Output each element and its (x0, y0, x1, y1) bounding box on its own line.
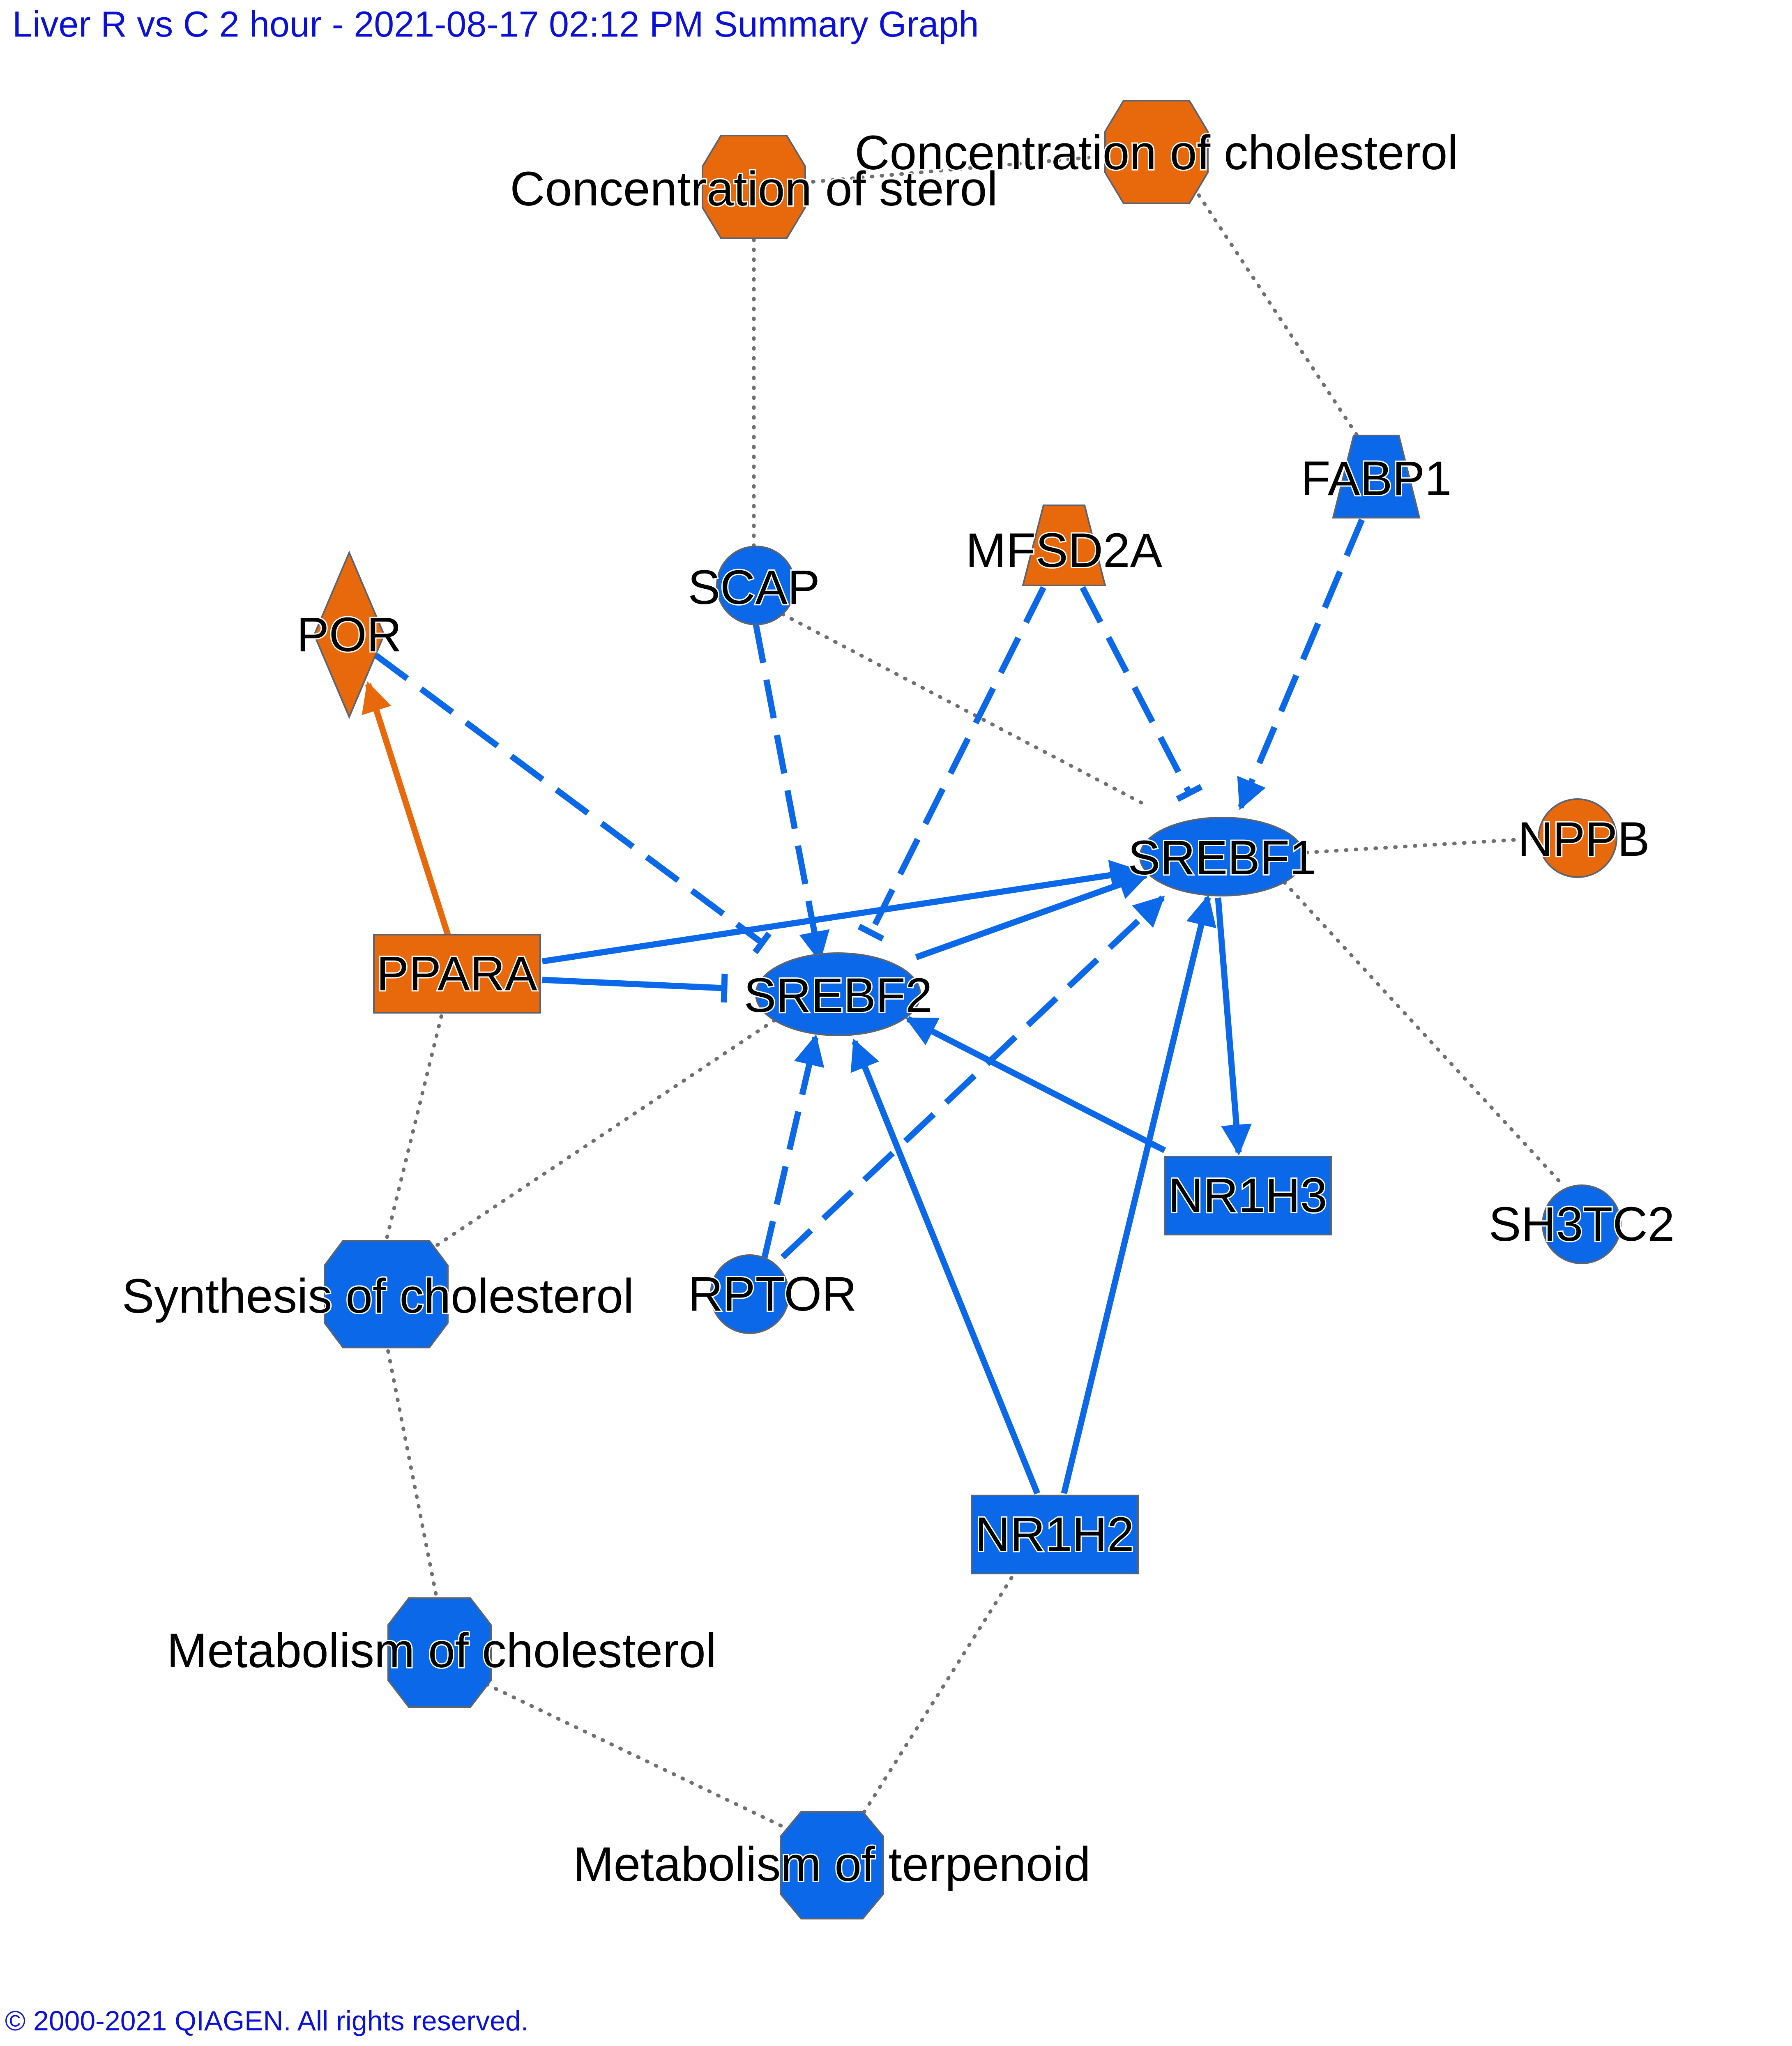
association-edges (384, 150, 1563, 1834)
rectangle-shape (971, 1495, 1139, 1574)
node-concentration-of-sterol[interactable]: Concentration of sterol (509, 135, 999, 239)
edge-ppara-synthesis (384, 1005, 446, 1243)
regulation-edges (362, 518, 1365, 1495)
edge-srebf1-nppb (1304, 836, 1545, 855)
circle-shape (716, 546, 796, 625)
node-por[interactable]: POR (295, 550, 403, 719)
ellipse-shape (755, 952, 921, 1036)
node-label: Concentration of cholesterol (855, 126, 1458, 180)
trapezoid-shape (1022, 505, 1106, 586)
node-concentration-of-cholesterol[interactable]: Concentration of cholesterol (853, 100, 1460, 204)
node-mfsd2a[interactable]: MFSD2A (965, 505, 1164, 586)
octagon-shape (702, 135, 806, 239)
rectangle-shape (373, 934, 541, 1014)
node-nr1h2[interactable]: NR1H2 (971, 1495, 1139, 1574)
copyright-footer: © 2000-2021 QIAGEN. All rights reserved. (5, 2005, 529, 2037)
inhibit-bar-mfsd2a-srebf2 (857, 924, 884, 942)
node-synthesis-of-cholesterol[interactable]: Synthesis of cholesterol (121, 1240, 635, 1348)
node-label: NR1H2 (975, 1507, 1134, 1562)
edge-rptor-srebf1 (780, 895, 1165, 1260)
node-srebf2[interactable]: SREBF2 (742, 952, 934, 1036)
octagon-shape (1104, 100, 1209, 204)
node-label: Synthesis of cholesterol (122, 1269, 634, 1323)
node-label: Concentration of sterol (510, 162, 997, 216)
edge-ppara-por (362, 681, 451, 936)
node-fabp1[interactable]: FABP1 (1299, 435, 1453, 518)
graph-title: Liver R vs C 2 hour - 2021-08-17 02:12 P… (12, 4, 979, 44)
diamond-shape (313, 550, 385, 719)
inhibit-bar-por (752, 931, 772, 954)
ellipse-shape (1139, 817, 1305, 896)
edge-srebf1-nr1h3 (1215, 897, 1252, 1156)
node-srebf1[interactable]: SREBF1 (1126, 817, 1318, 896)
node-label: MFSD2A (966, 523, 1163, 578)
edge-rptor-srebf2 (761, 1034, 825, 1260)
node-label: PPARA (376, 947, 537, 1001)
circle-shape (1538, 798, 1617, 878)
node-label: POR (297, 608, 402, 662)
node-label: SCAP (688, 560, 820, 615)
node-label: SREBF1 (1128, 831, 1316, 885)
octagon-shape (324, 1240, 449, 1348)
node-ppara[interactable]: PPARA (373, 934, 541, 1014)
octagon-shape (387, 1597, 492, 1708)
octagon-shape (780, 1811, 884, 1919)
node-label: SH3TC2 (1489, 1197, 1675, 1251)
node-nr1h3[interactable]: NR1H3 (1164, 1156, 1332, 1235)
edge-por-srebf2 (374, 652, 764, 946)
edge-scap-srebf1 (781, 612, 1148, 807)
node-rptor[interactable]: RPTOR (687, 1254, 858, 1334)
trapezoid-shape (1332, 435, 1421, 518)
node-label: NPPB (1518, 812, 1649, 866)
edge-nr1h2-srebf1 (1061, 894, 1216, 1494)
node-label: Metabolism of cholesterol (167, 1624, 716, 1678)
nodes: Concentration of sterol Concentration of… (121, 100, 1676, 1919)
circle-shape (710, 1254, 790, 1334)
edge-scap-srebf2 (753, 624, 830, 963)
edge-ppara-srebf2 (542, 977, 723, 991)
node-label: Metabolism of terpenoid (573, 1837, 1090, 1892)
node-label: FABP1 (1301, 452, 1451, 506)
node-label: RPTOR (688, 1267, 857, 1321)
node-label: SREBF2 (744, 968, 932, 1023)
edge-nr1h3-srebf2 (905, 1016, 1166, 1153)
node-metabolism-of-terpenoid[interactable]: Metabolism of terpenoid (572, 1811, 1092, 1919)
edge-metabolism-terpenoid (485, 1682, 797, 1834)
edge-mfsd2a-srebf2 (868, 586, 1046, 934)
edge-nr1h2-srebf2 (850, 1039, 1040, 1495)
edge-srebf2-srebf1 (915, 870, 1149, 961)
edge-srebf2-synthesis (398, 1013, 785, 1272)
edge-srebf1-sh3tc2 (1276, 873, 1563, 1185)
circle-shape (1542, 1184, 1622, 1264)
node-sh3tc2[interactable]: SH3TC2 (1488, 1184, 1676, 1264)
node-nppb[interactable]: NPPB (1516, 798, 1651, 878)
inhibit-bar-ppara (721, 973, 728, 1003)
edge-mfsd2a-srebf1 (1080, 586, 1192, 795)
node-metabolism-of-cholesterol[interactable]: Metabolism of cholesterol (166, 1597, 718, 1708)
edge-nr1h2-terpenoid (855, 1567, 1019, 1826)
inhibit-bar-mfsd2a-srebf1 (1176, 784, 1203, 802)
edge-synthesis-metabolism (384, 1339, 440, 1604)
rectangle-shape (1164, 1156, 1332, 1235)
node-scap[interactable]: SCAP (686, 546, 821, 625)
edge-fabp1-srebf1 (1237, 518, 1365, 810)
edge-ppara-srebf1 (541, 860, 1141, 965)
edge-cholesterol-fabp1 (1191, 185, 1366, 448)
node-label: NR1H3 (1168, 1168, 1327, 1223)
